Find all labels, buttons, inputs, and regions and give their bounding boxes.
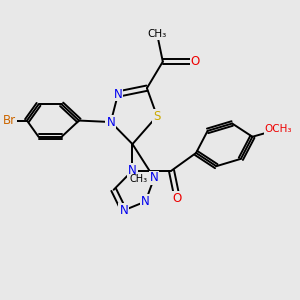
Text: N: N [141, 195, 150, 208]
Text: O: O [191, 55, 200, 68]
Text: N: N [106, 116, 115, 128]
Text: N: N [114, 88, 122, 100]
Text: OCH₃: OCH₃ [265, 124, 292, 134]
Text: CH₃: CH₃ [129, 174, 147, 184]
Text: O: O [172, 192, 182, 205]
Text: N: N [119, 204, 128, 217]
Text: N: N [128, 164, 137, 177]
Text: Br: Br [3, 114, 16, 127]
Text: N: N [150, 172, 158, 184]
Text: S: S [153, 110, 161, 123]
Text: CH₃: CH₃ [147, 29, 167, 39]
